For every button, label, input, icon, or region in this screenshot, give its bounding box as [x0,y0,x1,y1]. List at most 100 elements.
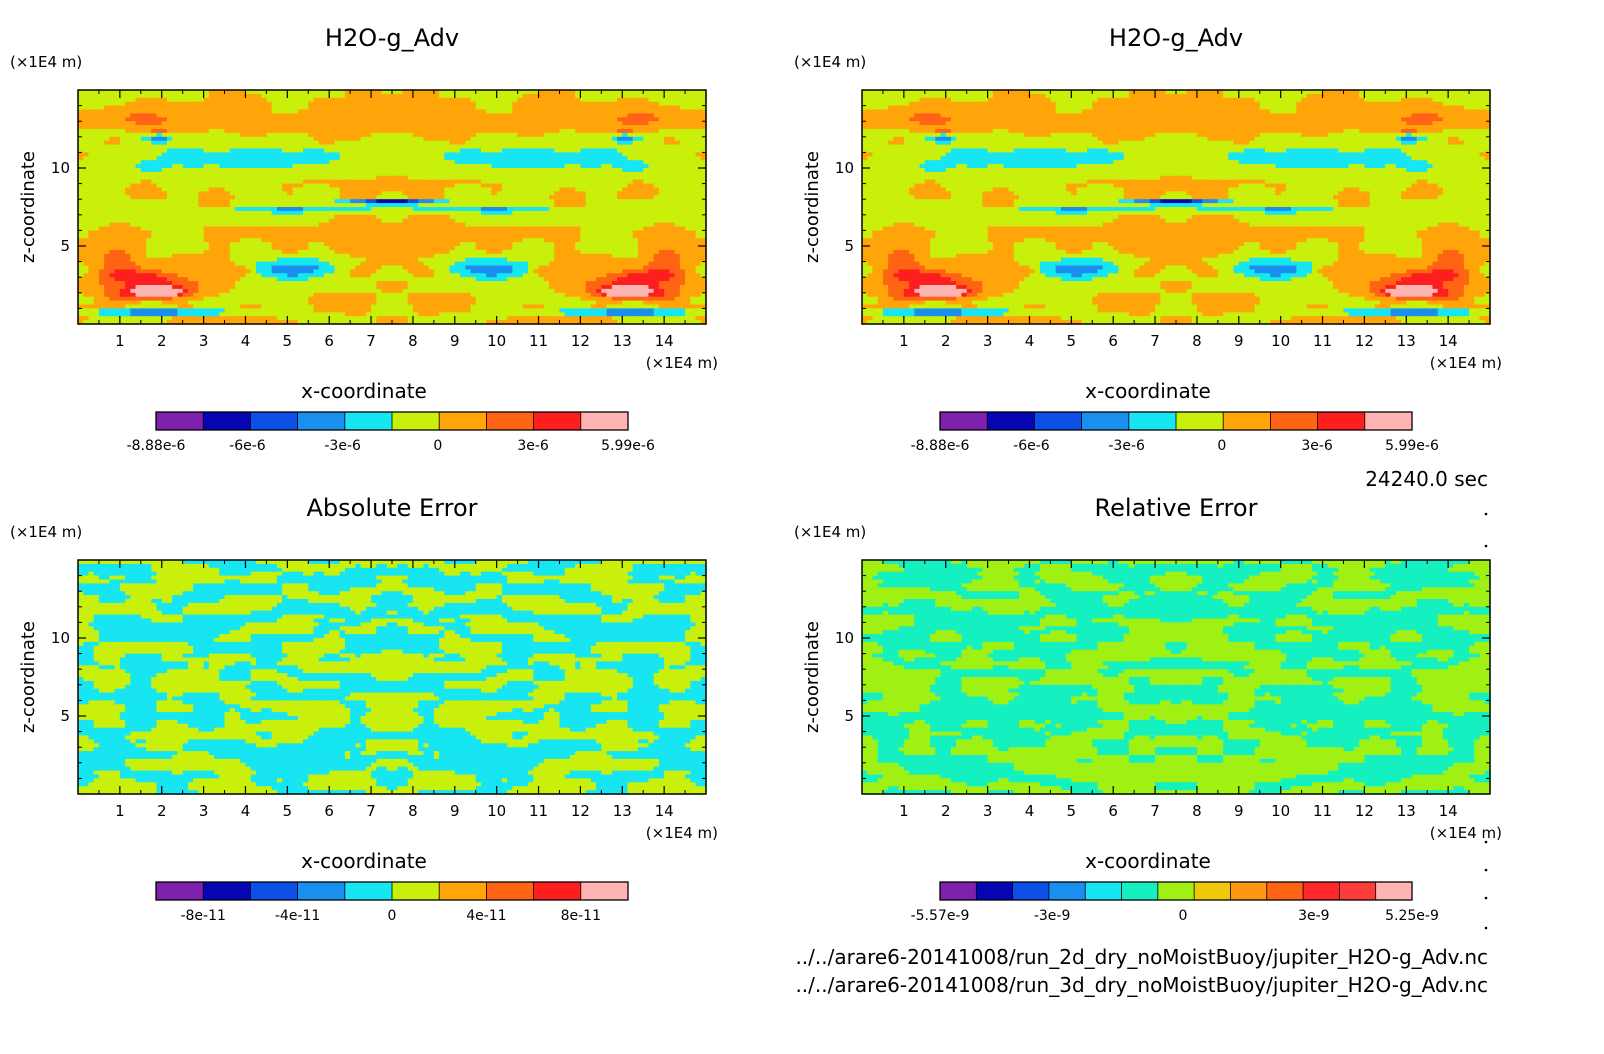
colorbar-bin [156,412,204,430]
x-tick-label: 5 [1067,802,1077,820]
colorbar-bin [1128,412,1177,430]
x-tick-label: 4 [241,802,251,820]
x-tick-label: 11 [529,332,548,350]
x-unit-label: (×1E4 m) [646,824,718,842]
x-tick-label: 12 [571,332,590,350]
x-tick-label: 12 [571,802,590,820]
colorbar-bin [987,412,1035,430]
colorbar-label: -3e-9 [1034,908,1071,924]
x-tick-label: 6 [1108,332,1118,350]
x-axis-label: x-coordinate [301,379,427,403]
x-tick-label: 1 [115,332,125,350]
colorbar-bin [392,412,440,430]
x-tick-label: 5 [1067,332,1077,350]
colorbar-bin [344,412,393,430]
file-path-2: ../../arare6-20141008/run_3d_dry_noMoist… [795,973,1488,997]
x-tick-label: 14 [1439,332,1458,350]
y-axis-label: z-coordinate [802,151,823,263]
colorbar-bin [1317,412,1366,430]
x-tick-label: 3 [983,802,993,820]
panel-title: H2O-g_Adv [325,24,459,52]
field-shading [862,560,1491,795]
file-path-1: ../../arare6-20141008/run_2d_dry_noMoist… [795,945,1488,969]
marker-dot [1484,868,1488,872]
field-shading [862,90,1491,325]
colorbar-bin [1270,412,1319,430]
x-tick-label: 2 [157,802,167,820]
y-tick-label: 5 [60,707,70,725]
x-tick-label: 9 [450,802,460,820]
field-shading [78,90,707,325]
colorbar-label: 5.99e-6 [1385,438,1439,454]
colorbar-bin [1375,882,1413,900]
colorbar-bin [250,882,299,900]
x-tick-label: 12 [1355,332,1374,350]
x-tick-label: 11 [1313,332,1332,350]
colorbar-label: -3e-6 [1108,438,1145,454]
x-tick-label: 2 [941,802,951,820]
x-tick-label: 7 [366,332,376,350]
colorbar-frame [939,881,1413,901]
colorbar-bin [1034,412,1083,430]
x-tick-label: 1 [899,802,909,820]
colorbar: -8.88e-6 -6e-6 -3e-6 0 3e-6 5.99e-6 [127,411,655,454]
x-tick-label: 3 [199,802,209,820]
x-tick-label: 4 [241,332,251,350]
y-axis-label: z-coordinate [802,621,823,733]
colorbar-bin [976,882,1014,900]
x-tick-label: 6 [1108,802,1118,820]
x-tick-label: 12 [1355,802,1374,820]
colorbar-label: -8.88e-6 [911,438,970,454]
colorbar-bin [203,882,251,900]
x-tick-label: 8 [1192,332,1202,350]
x-tick-label: 4 [1025,802,1035,820]
x-tick-label: 2 [941,332,951,350]
colorbar-label: 3e-6 [1301,438,1333,454]
y-unit-label: (×1E4 m) [10,523,82,541]
colorbar-bin [580,412,629,430]
colorbar-label: -6e-6 [1013,438,1050,454]
colorbar-bin [1121,882,1159,900]
x-tick-label: 6 [324,332,334,350]
colorbar-bin [1085,882,1123,900]
colorbar-bin [533,412,582,430]
colorbar-bin [1230,882,1268,900]
colorbar-bin [203,412,251,430]
x-tick-label: 13 [1397,332,1416,350]
colorbar-bin [940,412,988,430]
colorbar-label: 5.25e-9 [1385,908,1439,924]
x-unit-label: (×1E4 m) [646,354,718,372]
x-tick-label: 10 [1271,802,1290,820]
panel-1: H2O-g_Adv(×1E4 m)1 2 3 4 5 6 7 8 9 10 11 12 13 14510(… [10,24,718,454]
colorbar-bin [439,412,487,430]
x-axis-label: x-coordinate [301,849,427,873]
y-tick-label: 10 [51,629,70,647]
y-axis-label: z-coordinate [18,621,39,733]
colorbar: -5.57e-9 -3e-9 0 3e-9 5.25e-9 [911,881,1439,924]
x-tick-label: 1 [115,802,125,820]
colorbar-bin [1303,882,1340,900]
x-tick-label: 8 [1192,802,1202,820]
x-tick-label: 7 [366,802,376,820]
panel-2: H2O-g_Adv(×1E4 m)1 2 3 4 5 6 7 8 9 10 11 12 13 14510(… [794,24,1502,454]
colorbar-bin [486,412,535,430]
colorbar-bin [580,882,629,900]
x-tick-label: 9 [450,332,460,350]
x-tick-label: 6 [324,802,334,820]
y-tick-label: 10 [835,159,854,177]
colorbar-label: 0 [1179,908,1188,924]
x-unit-label: (×1E4 m) [1430,824,1502,842]
marker-dot [1484,896,1488,900]
colorbar-bin [392,882,440,900]
colorbar-label: 3e-9 [1298,908,1329,924]
x-tick-label: 14 [1439,802,1458,820]
colorbar-bin [1223,412,1271,430]
x-tick-label: 1 [899,332,909,350]
colorbar-bin [1176,412,1224,430]
y-tick-label: 10 [835,629,854,647]
x-tick-label: 7 [1150,802,1160,820]
x-tick-label: 11 [529,802,548,820]
colorbar-bin [439,882,487,900]
x-tick-label: 10 [487,802,506,820]
colorbar-bin [297,412,346,430]
